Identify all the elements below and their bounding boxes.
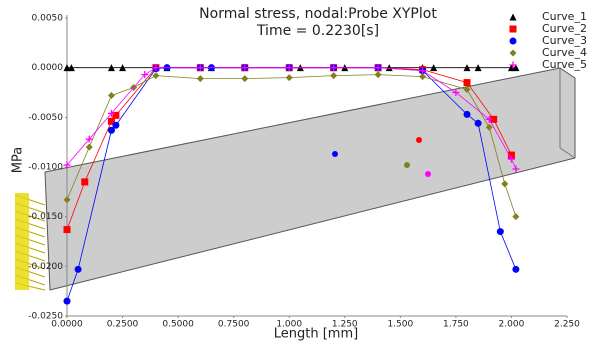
data-point <box>464 79 471 86</box>
y-tick-label: 0.0000 <box>32 63 64 73</box>
legend-label: Curve_5 <box>542 58 587 71</box>
x-tick-label: 1.750 <box>443 320 469 330</box>
y-tick-label: -0.0150 <box>28 212 63 222</box>
data-point <box>112 122 119 129</box>
data-point <box>108 92 115 99</box>
data-point <box>64 226 71 233</box>
y-tick-label: -0.0050 <box>28 113 63 123</box>
data-point <box>475 120 482 127</box>
data-point <box>375 71 382 78</box>
y-tick-label: -0.0100 <box>28 163 63 173</box>
data-point <box>75 266 82 273</box>
y-tick-label: 0.0050 <box>32 14 64 24</box>
data-point <box>64 298 71 305</box>
data-point <box>497 228 504 235</box>
x-tick-label: 1.500 <box>387 320 413 330</box>
chart-title: Normal stress, nodal:Probe XYPlot <box>199 6 437 22</box>
y-axis-label: MPa <box>11 147 26 173</box>
x-tick-label: 2.000 <box>499 320 525 330</box>
data-point <box>81 178 88 185</box>
data-point <box>197 75 204 82</box>
data-point <box>512 266 519 273</box>
y-tick-label: -0.0200 <box>28 262 63 272</box>
x-tick-label: 0.5000 <box>162 320 194 330</box>
x-tick-label: 0.0000 <box>51 320 83 330</box>
legend-marker <box>510 50 517 57</box>
legend-marker <box>510 14 517 21</box>
data-point <box>419 73 426 80</box>
x-tick-label: 2.250 <box>554 320 580 330</box>
data-point <box>501 180 508 187</box>
legend-marker <box>510 38 517 45</box>
model-view <box>15 68 575 290</box>
data-point <box>464 111 471 118</box>
data-point <box>241 75 248 82</box>
data-point <box>152 72 159 79</box>
data-point <box>86 144 93 151</box>
chart-subtitle: Time = 0.2230[s] <box>256 23 379 39</box>
data-point <box>286 74 293 81</box>
x-tick-label: 1.000 <box>276 320 302 330</box>
legend-marker <box>510 26 517 33</box>
data-point <box>330 72 337 79</box>
x-tick-label: 1.250 <box>332 320 358 330</box>
chart: Normal stress, nodal:Probe XYPlot Time =… <box>0 0 600 358</box>
x-tick-label: 0.2500 <box>107 320 139 330</box>
data-point <box>512 213 519 220</box>
x-tick-label: 0.7500 <box>218 320 250 330</box>
